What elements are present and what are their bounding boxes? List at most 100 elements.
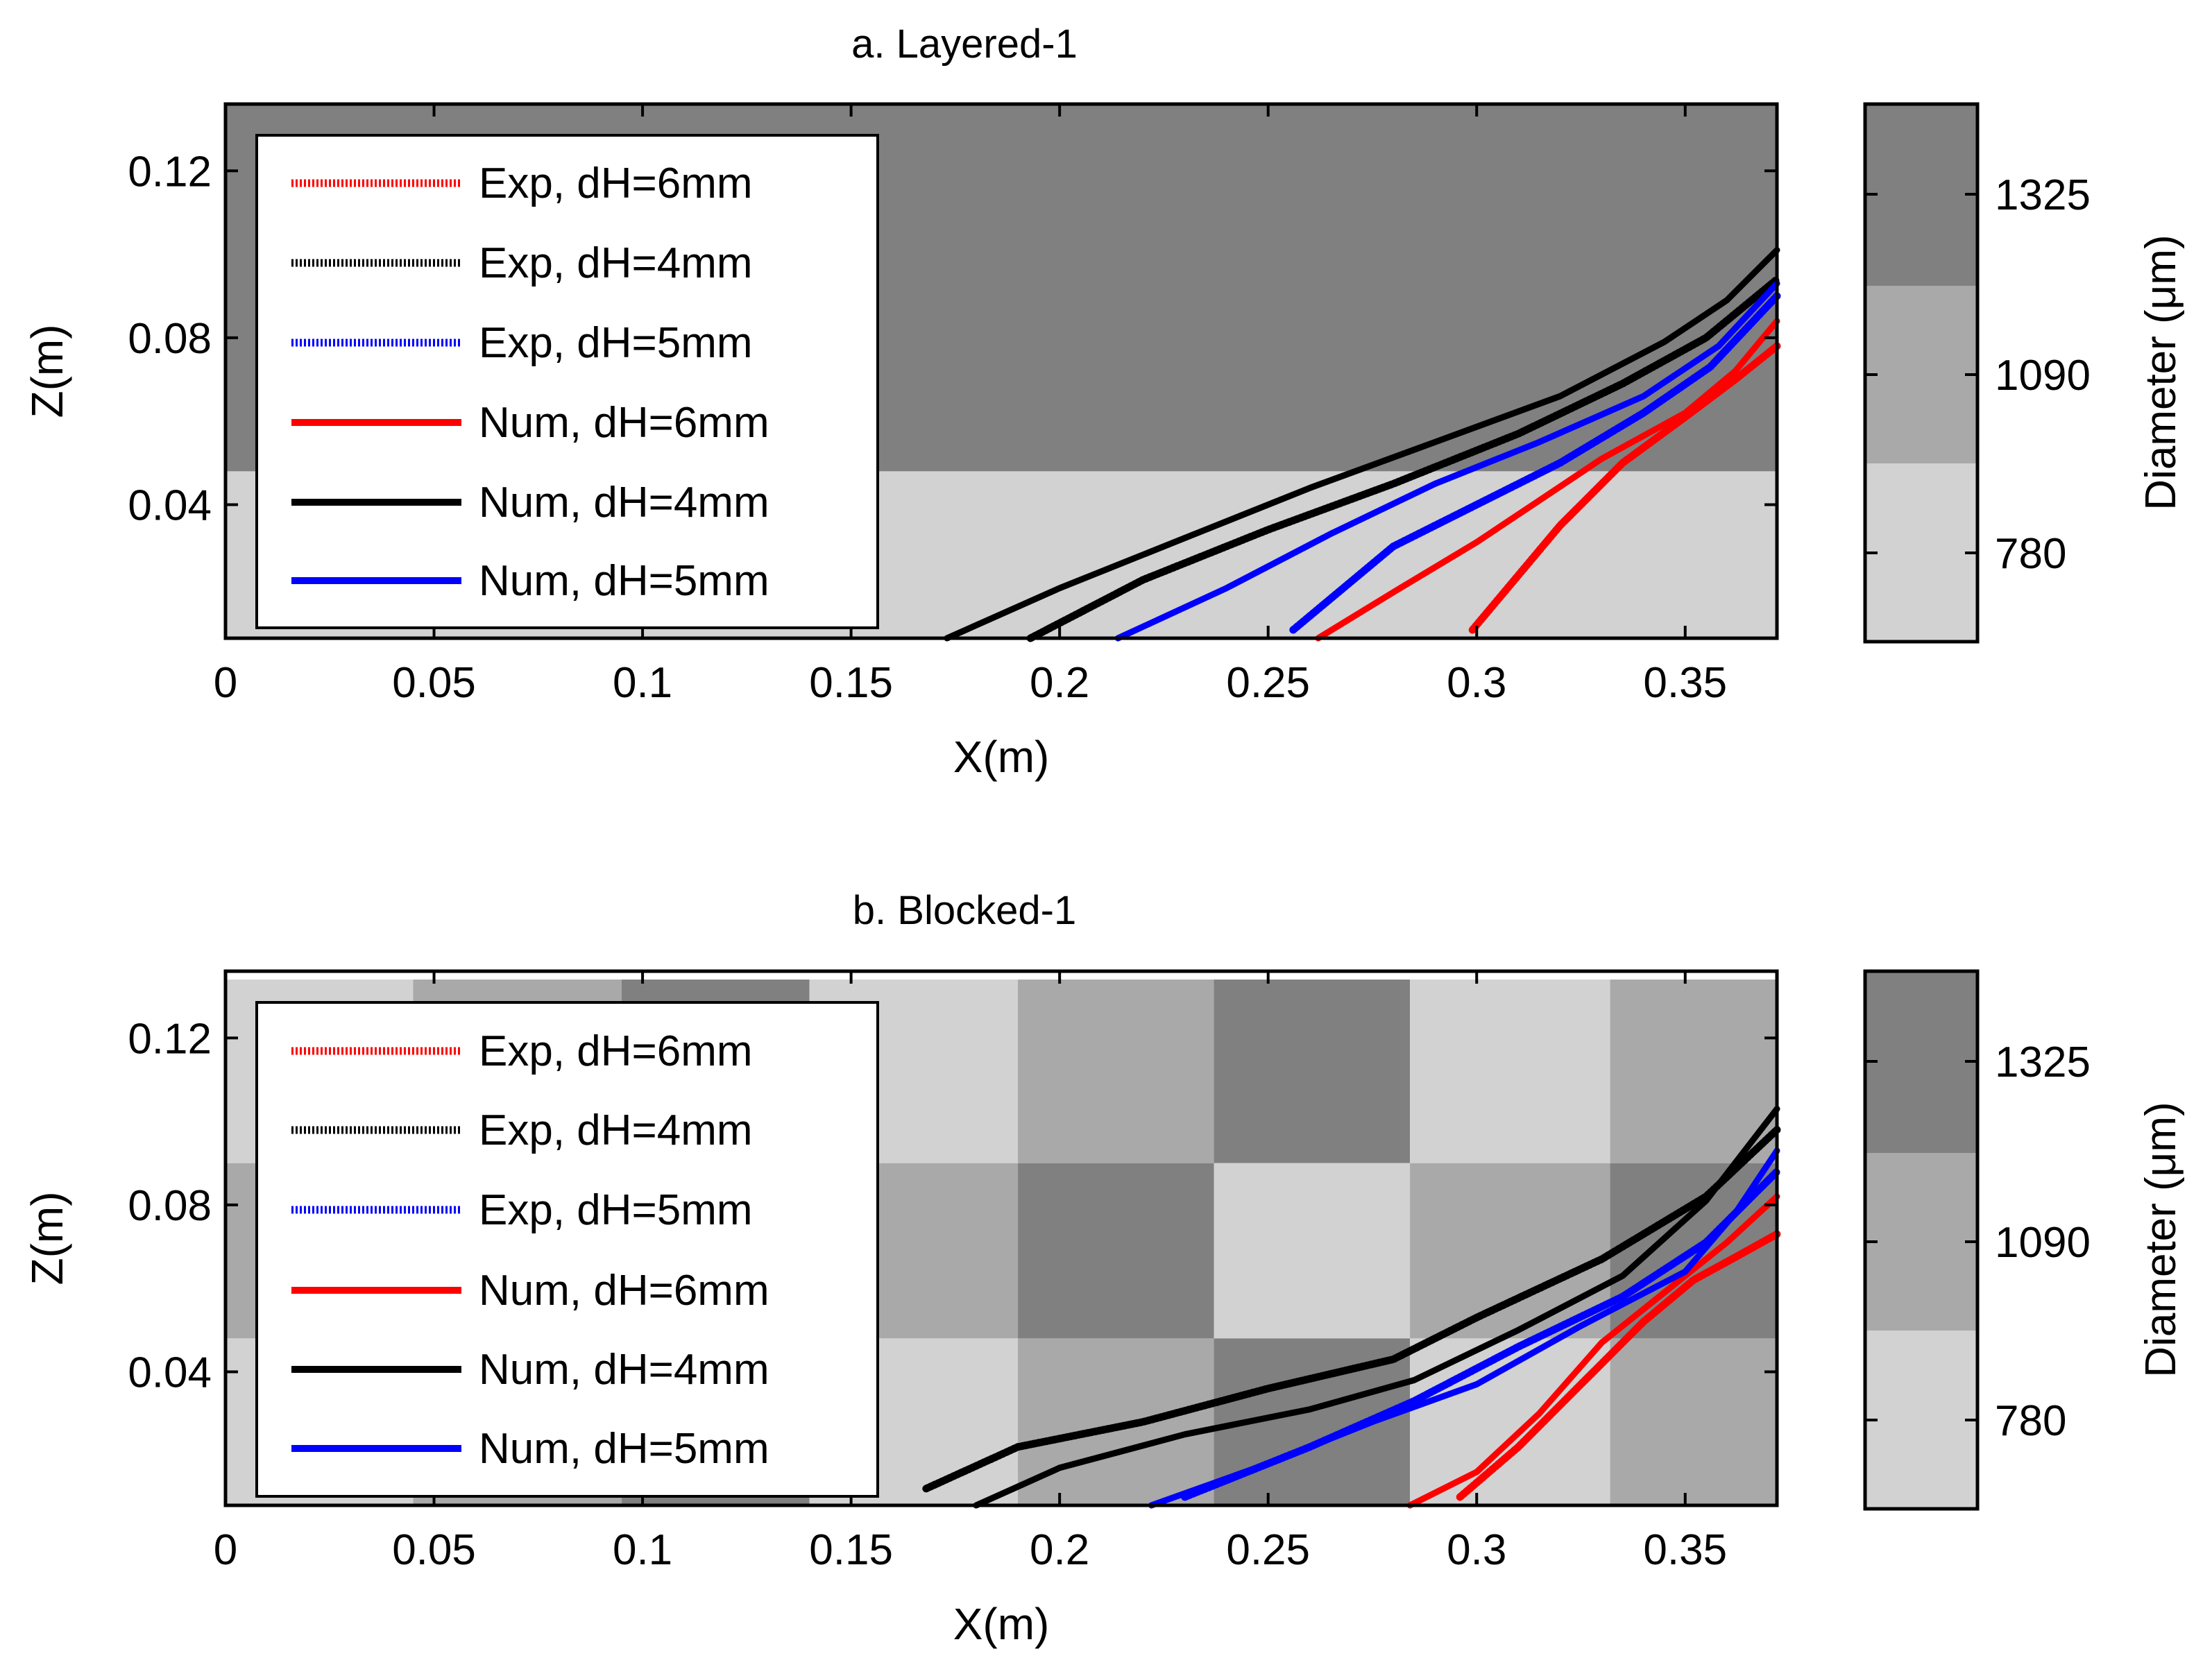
x-tick-label: 0.1	[613, 659, 672, 707]
colorbar-frame	[1863, 969, 1980, 1511]
x-tick-label: 0.25	[1226, 659, 1310, 707]
legend-label: Num, dH=6mm	[479, 399, 769, 447]
legend-label: Exp, dH=4mm	[479, 1106, 753, 1154]
legend-item-exp-5mm: Exp, dH=5mm	[291, 319, 753, 367]
series-line-num-dh-4mm	[973, 1106, 1780, 1509]
y-axis-label: Z(m)	[22, 324, 72, 418]
colorbar-band-1325	[1865, 971, 1977, 1153]
diameter-region-780	[1214, 1163, 1411, 1339]
legend-label: Exp, dH=6mm	[479, 160, 753, 207]
diameter-region-1325	[1214, 980, 1411, 1163]
legend-item-exp-5mm: Exp, dH=5mm	[291, 1186, 753, 1234]
legend-item-num-5mm: Num, dH=5mm	[291, 1425, 769, 1473]
colorbar: 1325 1090 780 Diameter (μm)	[1863, 102, 2185, 644]
y-tick-label: 0.04	[128, 1349, 212, 1397]
colorbar-label: Diameter (μm)	[2137, 234, 2185, 510]
colorbar-tick-label: 1090	[1995, 352, 2091, 400]
legend-label: Num, dH=6mm	[479, 1267, 769, 1315]
legend-item-exp-6mm: Exp, dH=6mm	[291, 1027, 753, 1075]
series-line-exp-dh-6mm	[1468, 342, 1781, 634]
series-line-num-dh-6mm	[1315, 318, 1780, 642]
x-tick-label: 0	[214, 659, 237, 707]
diameter-region-1090	[1610, 980, 1777, 1163]
series-line-exp-dh-6mm	[1456, 1230, 1781, 1501]
x-tick-label: 0.3	[1447, 659, 1506, 707]
diameter-region-1325	[1018, 1163, 1214, 1339]
x-tick-label: 0.15	[809, 659, 893, 707]
y-tick-labels: 0.04 0.08 0.12	[128, 148, 212, 529]
colorbar-tick-label: 780	[1995, 530, 2066, 578]
series-line-exp-dh-5mm	[1289, 292, 1781, 634]
y-tick-label: 0.04	[128, 482, 212, 530]
x-tick-label: 0.2	[1030, 659, 1089, 707]
x-tick-label: 0.05	[392, 1526, 476, 1574]
colorbar-band-1325	[1865, 104, 1977, 286]
y-tick-labels: 0.04 0.08 0.12	[128, 1015, 212, 1396]
x-tick-labels: 0 0.05 0.1 0.15 0.2 0.25 0.3 0.35	[214, 659, 1727, 707]
x-tick-label: 0.3	[1447, 1526, 1506, 1574]
colorbar-tick-label: 1090	[1995, 1219, 2091, 1267]
legend-label: Num, dH=5mm	[479, 557, 769, 605]
legend-label: Exp, dH=5mm	[479, 319, 753, 367]
legend-item-exp-4mm: Exp, dH=4mm	[291, 239, 753, 287]
legend-item-num-4mm: Num, dH=4mm	[291, 479, 769, 527]
colorbar-band-780	[1865, 463, 1977, 642]
colorbar-band-1090	[1865, 286, 1977, 463]
series-line-num-dh-6mm	[1406, 1193, 1780, 1509]
diameter-region-1090	[1018, 980, 1214, 1163]
colorbar-tick-label: 1325	[1995, 171, 2091, 219]
series-line-num-dh-5mm	[1114, 280, 1780, 642]
x-tick-label: 0.15	[809, 1526, 893, 1574]
legend-label: Num, dH=4mm	[479, 479, 769, 527]
colorbar-tick-label: 1325	[1995, 1038, 2091, 1086]
x-tick-label: 0.35	[1643, 1526, 1727, 1574]
diameter-region-1090	[1610, 1338, 1777, 1505]
legend-label: Num, dH=5mm	[479, 1425, 769, 1473]
x-tick-label: 0	[214, 1526, 237, 1574]
y-tick-label: 0.08	[128, 315, 212, 363]
x-axis-label: X(m)	[953, 1599, 1050, 1649]
legend-item-exp-4mm: Exp, dH=4mm	[291, 1106, 753, 1154]
x-tick-label: 0.2	[1030, 1526, 1089, 1574]
diameter-region-1090	[1018, 1338, 1214, 1505]
x-tick-label: 0.1	[613, 1526, 672, 1574]
colorbar-tick-label: 780	[1995, 1397, 2066, 1445]
x-axis-label: X(m)	[953, 732, 1050, 782]
legend: Exp, dH=6mm Exp, dH=4mm Exp, dH=5mm Num,…	[255, 134, 879, 629]
y-tick-label: 0.08	[128, 1182, 212, 1230]
x-tick-label: 0.25	[1226, 1526, 1310, 1574]
legend: Exp, dH=6mm Exp, dH=4mm Exp, dH=5mm Num,…	[255, 1001, 879, 1498]
legend-label: Exp, dH=6mm	[479, 1027, 753, 1075]
panel-blocked-1: b. Blocked-1 0 0.05 0.1 0.15 0.2 0.25 0.3 0.35 …	[22, 888, 2185, 1649]
legend-item-exp-6mm: Exp, dH=6mm	[291, 160, 753, 207]
y-tick-label: 0.12	[128, 148, 212, 196]
series-line-exp-dh-4mm	[1026, 275, 1781, 642]
series-line-num-dh-5mm	[1148, 1147, 1780, 1509]
colorbar-frame	[1863, 102, 1980, 644]
x-tick-label: 0.35	[1643, 659, 1727, 707]
legend-label: Exp, dH=4mm	[479, 239, 753, 287]
axis-ticks	[224, 104, 1777, 638]
panel-title: a. Layered-1	[851, 22, 1078, 67]
panel-layered-1: a. Layered-1 0 0.05 0.1 0.15 0.2 0.25 0.3 0.35 …	[22, 22, 2185, 782]
legend-box	[255, 1001, 879, 1498]
series-line-exp-dh-4mm	[922, 1126, 1781, 1493]
y-axis-label: Z(m)	[22, 1191, 72, 1285]
x-tick-labels: 0 0.05 0.1 0.15 0.2 0.25 0.3 0.35	[214, 1526, 1727, 1574]
legend-item-num-4mm: Num, dH=4mm	[291, 1346, 769, 1394]
series-group	[944, 247, 1781, 642]
series-line-num-dh-4mm	[944, 247, 1780, 642]
legend-item-num-5mm: Num, dH=5mm	[291, 557, 769, 605]
x-tick-label: 0.05	[392, 659, 476, 707]
colorbar-band-1090	[1865, 1153, 1977, 1331]
diameter-region-780	[1410, 980, 1610, 1163]
legend-item-num-6mm: Num, dH=6mm	[291, 1267, 769, 1315]
panel-title: b. Blocked-1	[853, 888, 1076, 933]
colorbar-label: Diameter (μm)	[2137, 1102, 2185, 1377]
colorbar-band-780	[1865, 1331, 1977, 1509]
legend-box	[255, 134, 879, 629]
legend-label: Exp, dH=5mm	[479, 1186, 753, 1234]
y-tick-label: 0.12	[128, 1015, 212, 1063]
legend-item-num-6mm: Num, dH=6mm	[291, 399, 769, 447]
